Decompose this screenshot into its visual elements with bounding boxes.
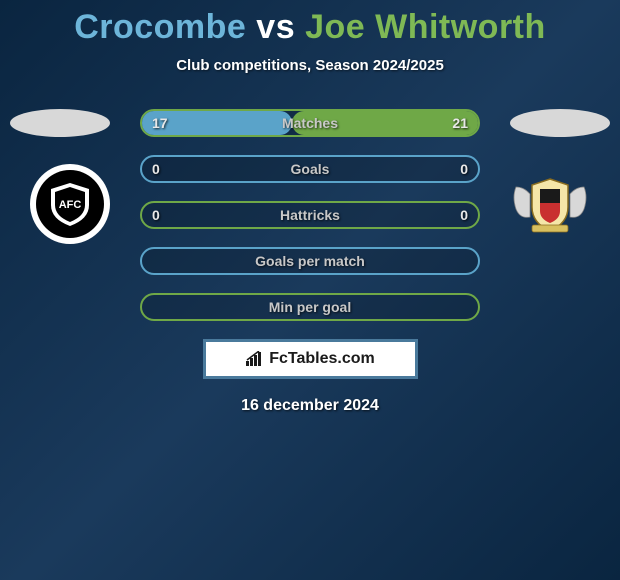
vs-text: vs <box>256 8 295 46</box>
stats-bars: 17 21 Matches 0 0 Goals 0 0 Hattricks Goals per m… <box>140 109 480 321</box>
stat-value-right: 0 <box>460 161 468 177</box>
stat-value-right: 0 <box>460 207 468 223</box>
branding-text: FcTables.com <box>269 350 375 368</box>
main-content: AFC 17 21 Matches 0 0 Goals 0 0 Hattricks Goals p… <box>0 109 620 415</box>
stat-value-left: 17 <box>152 115 168 131</box>
stat-value-left: 0 <box>152 161 160 177</box>
stat-label: Matches <box>282 115 338 131</box>
stat-value-right: 21 <box>452 115 468 131</box>
crest-left-outer: AFC <box>30 164 110 244</box>
player1-name: Crocombe <box>74 8 246 46</box>
club-crest-right <box>500 159 600 249</box>
player1-platform <box>10 109 110 137</box>
stat-label: Hattricks <box>280 207 340 223</box>
comparison-title: Crocombe vs Joe Whitworth <box>0 0 620 47</box>
stat-bar: Min per goal <box>140 293 480 321</box>
shield-icon: AFC <box>45 179 95 229</box>
stat-label: Goals per match <box>255 253 365 269</box>
branding-badge: FcTables.com <box>203 339 418 379</box>
club-crest-left: AFC <box>20 159 120 249</box>
stat-bar: 17 21 Matches <box>140 109 480 137</box>
stat-bar: Goals per match <box>140 247 480 275</box>
subtitle: Club competitions, Season 2024/2025 <box>0 57 620 74</box>
crest-left-inner: AFC <box>36 170 104 238</box>
heraldic-crest-icon <box>508 169 592 239</box>
crest-right-outer <box>508 169 592 239</box>
date-text: 16 december 2024 <box>0 397 620 415</box>
stat-bar: 0 0 Hattricks <box>140 201 480 229</box>
stat-value-left: 0 <box>152 207 160 223</box>
svg-text:AFC: AFC <box>59 199 82 211</box>
stat-label: Min per goal <box>269 299 351 315</box>
chart-icon <box>245 351 265 367</box>
stat-bar: 0 0 Goals <box>140 155 480 183</box>
player2-name: Joe Whitworth <box>305 8 546 46</box>
stat-label: Goals <box>291 161 330 177</box>
player2-platform <box>510 109 610 137</box>
